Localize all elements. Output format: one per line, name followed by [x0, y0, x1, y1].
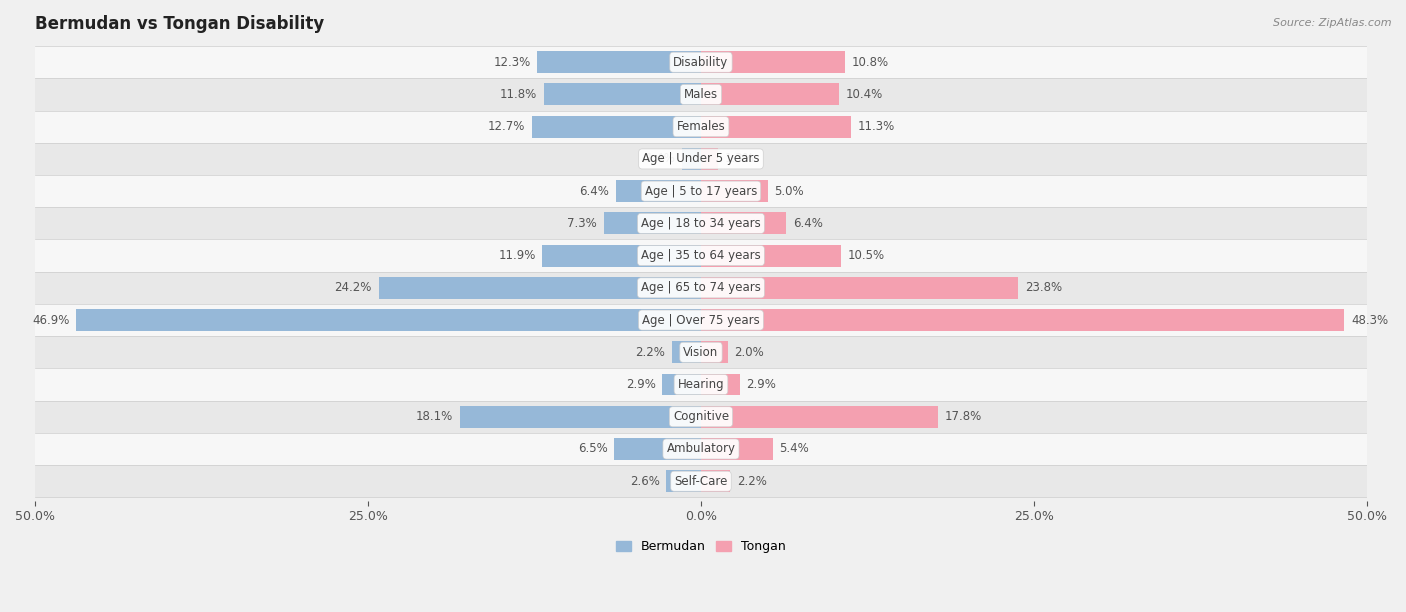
Bar	[35, 433, 1367, 465]
Bar	[672, 341, 702, 364]
Text: Age | 35 to 64 years: Age | 35 to 64 years	[641, 249, 761, 262]
Bar	[35, 175, 1367, 207]
Bar	[702, 373, 740, 395]
Text: 2.9%: 2.9%	[747, 378, 776, 391]
Bar	[35, 272, 1367, 304]
Bar	[35, 207, 1367, 239]
Text: 23.8%: 23.8%	[1025, 282, 1062, 294]
Bar	[35, 78, 1367, 111]
Bar	[35, 465, 1367, 498]
Text: 11.8%: 11.8%	[501, 88, 537, 101]
Bar	[702, 180, 768, 202]
Text: 6.5%: 6.5%	[578, 442, 607, 455]
Bar	[531, 116, 702, 138]
Text: 2.2%: 2.2%	[737, 475, 766, 488]
Bar	[702, 83, 839, 105]
Text: Self-Care: Self-Care	[675, 475, 728, 488]
Text: Vision: Vision	[683, 346, 718, 359]
Text: 12.3%: 12.3%	[494, 56, 530, 69]
Bar	[35, 239, 1367, 272]
Bar	[537, 51, 702, 73]
Text: 18.1%: 18.1%	[416, 410, 453, 424]
Text: Bermudan vs Tongan Disability: Bermudan vs Tongan Disability	[35, 15, 325, 33]
Bar	[702, 116, 852, 138]
Text: 7.3%: 7.3%	[568, 217, 598, 230]
Bar	[666, 470, 702, 492]
Text: 2.9%: 2.9%	[626, 378, 655, 391]
Bar	[35, 304, 1367, 336]
Bar	[662, 373, 702, 395]
Text: Females: Females	[676, 120, 725, 133]
Bar	[682, 148, 702, 170]
Text: 10.5%: 10.5%	[848, 249, 884, 262]
Bar	[378, 277, 702, 299]
Text: Age | Under 5 years: Age | Under 5 years	[643, 152, 759, 165]
Bar	[35, 111, 1367, 143]
Text: 17.8%: 17.8%	[945, 410, 981, 424]
Bar	[35, 336, 1367, 368]
Text: 6.4%: 6.4%	[579, 185, 609, 198]
Text: 10.8%: 10.8%	[852, 56, 889, 69]
Bar	[702, 341, 728, 364]
Bar	[702, 245, 841, 267]
Text: 5.4%: 5.4%	[779, 442, 810, 455]
Text: 2.0%: 2.0%	[734, 346, 763, 359]
Text: 12.7%: 12.7%	[488, 120, 526, 133]
Text: 10.4%: 10.4%	[846, 88, 883, 101]
Text: 48.3%: 48.3%	[1351, 313, 1388, 327]
Bar	[702, 277, 1018, 299]
Text: 11.3%: 11.3%	[858, 120, 896, 133]
Bar	[702, 212, 786, 234]
Text: 2.2%: 2.2%	[636, 346, 665, 359]
Bar	[702, 309, 1344, 331]
Bar	[603, 212, 702, 234]
Bar	[616, 180, 702, 202]
Text: 1.4%: 1.4%	[645, 152, 676, 165]
Text: 1.3%: 1.3%	[725, 152, 755, 165]
Text: Ambulatory: Ambulatory	[666, 442, 735, 455]
Bar	[35, 401, 1367, 433]
Text: Cognitive: Cognitive	[673, 410, 730, 424]
Text: 24.2%: 24.2%	[335, 282, 373, 294]
Text: 46.9%: 46.9%	[32, 313, 70, 327]
Text: 11.9%: 11.9%	[499, 249, 536, 262]
Legend: Bermudan, Tongan: Bermudan, Tongan	[612, 536, 790, 558]
Bar	[35, 143, 1367, 175]
Text: 2.6%: 2.6%	[630, 475, 659, 488]
Text: Males: Males	[683, 88, 718, 101]
Bar	[544, 83, 702, 105]
Bar	[702, 51, 845, 73]
Text: Disability: Disability	[673, 56, 728, 69]
Bar	[35, 46, 1367, 78]
Text: 6.4%: 6.4%	[793, 217, 823, 230]
Text: Source: ZipAtlas.com: Source: ZipAtlas.com	[1274, 18, 1392, 28]
Bar	[702, 406, 938, 428]
Bar	[702, 148, 718, 170]
Text: Age | 65 to 74 years: Age | 65 to 74 years	[641, 282, 761, 294]
Bar	[702, 438, 773, 460]
Bar	[76, 309, 702, 331]
Text: Age | 18 to 34 years: Age | 18 to 34 years	[641, 217, 761, 230]
Text: 5.0%: 5.0%	[775, 185, 804, 198]
Text: Age | Over 75 years: Age | Over 75 years	[643, 313, 759, 327]
Bar	[614, 438, 702, 460]
Text: Hearing: Hearing	[678, 378, 724, 391]
Bar	[460, 406, 702, 428]
Bar	[702, 470, 730, 492]
Text: Age | 5 to 17 years: Age | 5 to 17 years	[645, 185, 758, 198]
Bar	[543, 245, 702, 267]
Bar	[35, 368, 1367, 401]
